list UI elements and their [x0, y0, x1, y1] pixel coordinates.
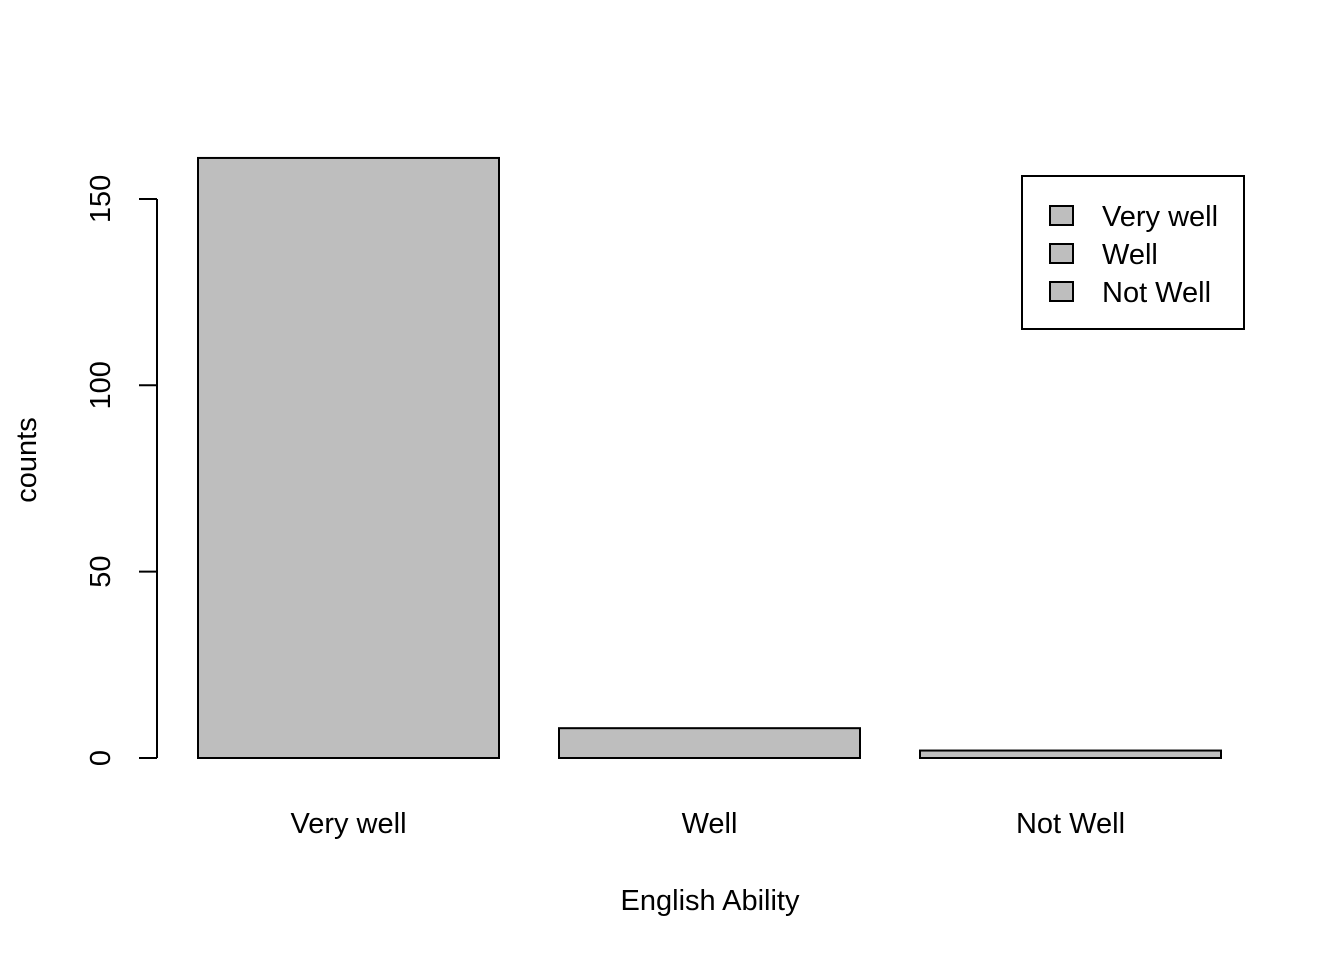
x-tick-label: Not Well: [1016, 808, 1125, 840]
legend-label: Not Well: [1102, 277, 1211, 309]
y-tick-label: 100: [85, 361, 117, 409]
legend-swatch: [1049, 243, 1074, 264]
legend-swatch: [1049, 281, 1074, 302]
bar-very-well: [197, 156, 500, 759]
y-tick-label: 150: [85, 175, 117, 223]
legend-label: Very well: [1102, 201, 1218, 233]
legend: Very well Well Not Well: [1021, 175, 1245, 330]
bars-layer: [197, 156, 1222, 760]
x-tick-label: Very well: [290, 808, 406, 840]
y-tick-label: 0: [85, 750, 117, 766]
bar-not-well: [919, 749, 1222, 760]
y-tick-label: 50: [85, 556, 117, 588]
y-axis-title: counts: [11, 417, 43, 502]
bar-well: [558, 727, 861, 760]
x-axis-labels: Very well Well Not Well: [290, 808, 1125, 840]
x-axis-title: English Ability: [621, 885, 800, 917]
legend-swatch: [1049, 205, 1074, 226]
x-tick-label: Well: [682, 808, 738, 840]
legend-label: Well: [1102, 239, 1158, 271]
y-axis: 0 50 100 150: [85, 175, 158, 766]
